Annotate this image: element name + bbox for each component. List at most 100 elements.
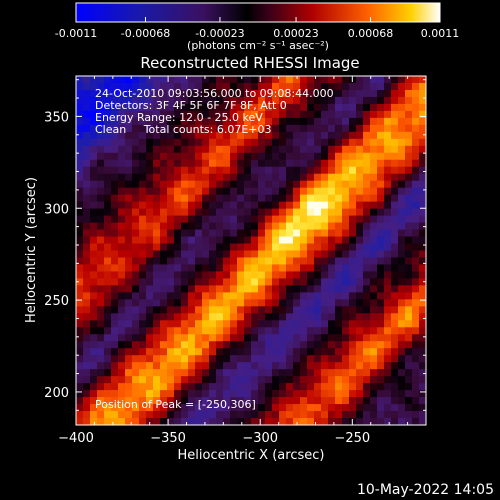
heatmap-cell — [419, 264, 426, 273]
heatmap-cell — [97, 334, 105, 342]
heatmap-cell — [90, 285, 98, 293]
heatmap-cell — [188, 201, 196, 210]
heatmap-cell — [405, 89, 413, 98]
heatmap-cell — [279, 292, 287, 300]
heatmap-cell — [125, 222, 133, 231]
heatmap-cell — [363, 264, 371, 273]
heatmap-cell — [412, 215, 420, 224]
heatmap-cell — [342, 89, 350, 98]
heatmap-cell — [356, 376, 364, 384]
heatmap-cell — [300, 334, 308, 342]
heatmap-cell — [118, 411, 126, 419]
heatmap-cell — [349, 236, 357, 245]
heatmap-cell — [209, 187, 217, 196]
heatmap-cell — [419, 348, 426, 356]
heatmap-cell — [230, 418, 238, 425]
heatmap-cell — [230, 320, 238, 328]
heatmap-cell — [76, 124, 84, 133]
heatmap-cell — [356, 320, 364, 328]
heatmap-cell — [363, 103, 371, 112]
heatmap-cell — [244, 159, 252, 168]
heatmap-cell — [419, 285, 426, 293]
heatmap-cell — [125, 299, 133, 307]
heatmap-cell — [419, 341, 426, 349]
heatmap-cell — [391, 250, 399, 259]
heatmap-cell — [104, 166, 112, 175]
heatmap-cell — [377, 194, 385, 203]
heatmap-cell — [181, 341, 189, 349]
heatmap-cell — [370, 327, 378, 335]
heatmap-cell — [328, 96, 336, 105]
heatmap-cell — [405, 229, 413, 238]
heatmap-cell — [405, 145, 413, 154]
heatmap-cell — [111, 404, 119, 412]
heatmap-cell — [160, 299, 168, 307]
heatmap-cell — [111, 243, 119, 252]
heatmap-cell — [349, 271, 357, 280]
heatmap-cell — [167, 327, 175, 335]
heatmap-cell — [307, 404, 315, 412]
heatmap-cell — [76, 348, 84, 356]
heatmap-cell — [202, 334, 210, 342]
heatmap-cell — [104, 138, 112, 147]
heatmap-cell — [230, 103, 238, 112]
heatmap-cell — [237, 187, 245, 196]
heatmap-cell — [251, 250, 259, 259]
heatmap-cell — [419, 327, 426, 335]
heatmap-cell — [104, 96, 112, 105]
heatmap-cell — [391, 334, 399, 342]
heatmap-cell — [195, 404, 203, 412]
heatmap-cell — [237, 89, 245, 98]
heatmap-cell — [216, 418, 224, 425]
heatmap-cell — [335, 236, 343, 245]
heatmap-cell — [286, 292, 294, 300]
heatmap-cell — [90, 138, 98, 147]
heatmap-cell — [293, 236, 301, 245]
heatmap-cell — [188, 187, 196, 196]
heatmap-cell — [398, 159, 406, 168]
heatmap-cell — [412, 152, 420, 161]
heatmap-cell — [188, 334, 196, 342]
heatmap-cell — [363, 334, 371, 342]
heatmap-cell — [83, 117, 91, 126]
heatmap-cell — [258, 131, 266, 140]
heatmap-cell — [321, 131, 329, 140]
heatmap-cell — [111, 334, 119, 342]
heatmap-cell — [279, 208, 287, 217]
heatmap-cell — [76, 96, 84, 105]
heatmap-cell — [265, 376, 273, 384]
heatmap-cell — [419, 82, 426, 91]
heatmap-cell — [132, 76, 140, 84]
heatmap-cell — [384, 117, 392, 126]
heatmap-cell — [328, 418, 336, 425]
heatmap-cell — [181, 327, 189, 335]
heatmap-cell — [125, 383, 133, 391]
heatmap-cell — [111, 194, 119, 203]
heatmap-cell — [314, 215, 322, 224]
heatmap-cell — [314, 376, 322, 384]
heatmap-cell — [174, 215, 182, 224]
heatmap-cell — [363, 376, 371, 384]
heatmap-cell — [265, 110, 273, 119]
heatmap-cell — [307, 110, 315, 119]
heatmap-cell — [321, 397, 329, 405]
heatmap-cell — [209, 110, 217, 119]
heatmap-cell — [328, 397, 336, 405]
heatmap-cell — [139, 271, 147, 280]
heatmap-cell — [293, 278, 301, 286]
heatmap-cell — [335, 292, 343, 300]
heatmap-cell — [153, 208, 161, 217]
heatmap-cell — [167, 299, 175, 307]
heatmap-cell — [258, 110, 266, 119]
heatmap-cell — [230, 187, 238, 196]
heatmap-cell — [83, 173, 91, 182]
heatmap-cell — [146, 82, 154, 91]
heatmap-cell — [363, 418, 371, 425]
heatmap-cell — [209, 313, 217, 321]
heatmap-cell — [244, 257, 252, 266]
heatmap-cell — [230, 278, 238, 286]
heatmap-cell — [76, 397, 84, 405]
heatmap-cell — [76, 299, 84, 307]
heatmap-cell — [356, 397, 364, 405]
heatmap-cell — [174, 82, 182, 91]
